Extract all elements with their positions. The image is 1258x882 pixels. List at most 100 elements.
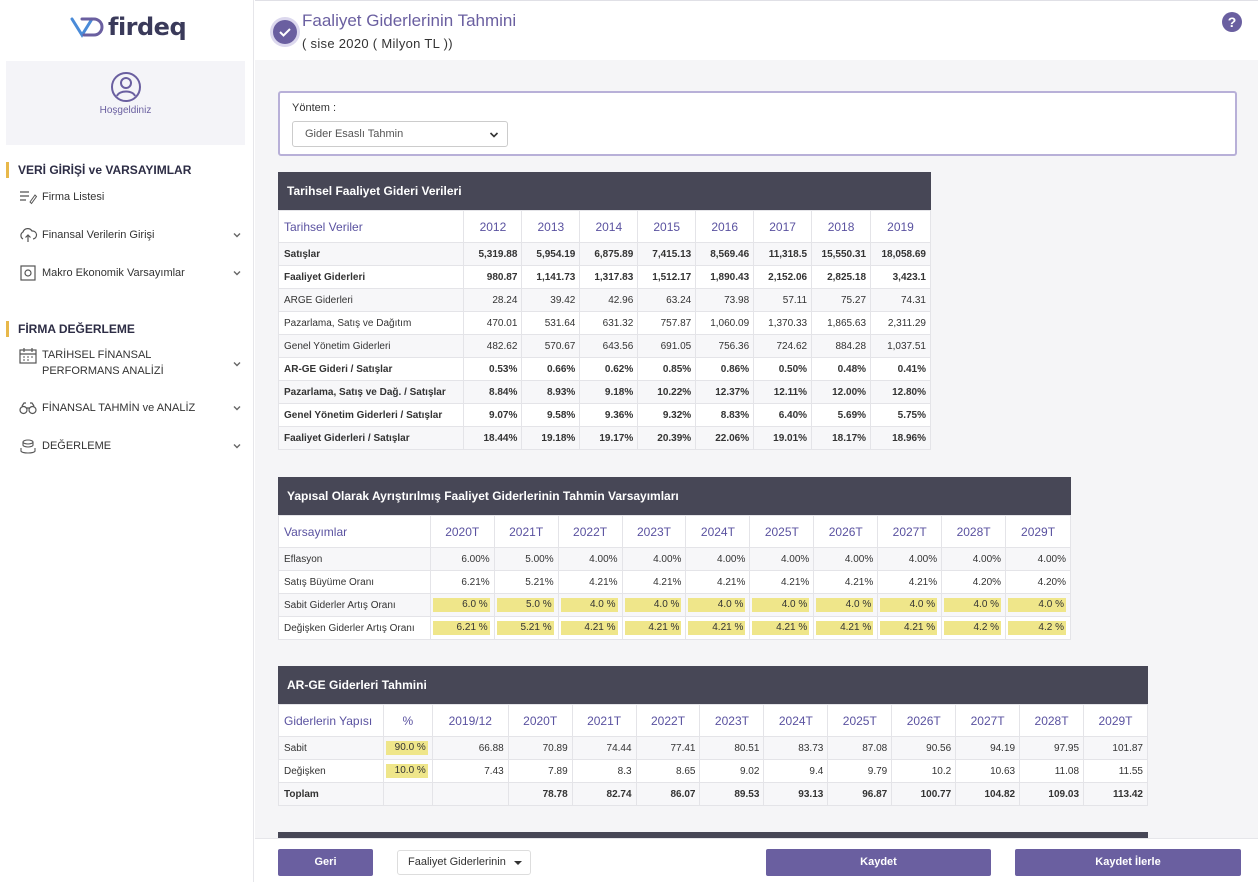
nav-label: TARİHSEL FİNANSAL: [42, 349, 152, 361]
column-header: 2022T: [635, 704, 701, 737]
editable-rate-input[interactable]: 4.21 %: [624, 621, 682, 635]
editable-rate-input[interactable]: 4.0 %: [752, 598, 810, 612]
row-label: Eflasyon: [278, 547, 431, 571]
editable-rate-input[interactable]: 5.0 %: [496, 598, 554, 612]
section-data-entry: VERİ GİRİŞİ ve VARSAYIMLAR: [6, 162, 191, 178]
table-cell: 0.62%: [579, 357, 639, 381]
nav-makro-varsayimlar[interactable]: Makro Ekonomik Varsayımlar: [18, 263, 248, 283]
table-cell: 1,890.43: [695, 265, 755, 289]
editable-rate-input[interactable]: 4.0 %: [816, 598, 874, 612]
table-header-row: Giderlerin Yapısı% 2019/12 2020T 2021T 2022T…: [278, 704, 1148, 737]
historical-table-title: Tarihsel Faaliyet Gideri Verileri: [278, 172, 931, 210]
table-cell: 1,037.51: [870, 334, 931, 358]
nav-finansal-veriler[interactable]: Finansal Verilerin Girişi: [18, 225, 248, 245]
table-cell: 5.69%: [811, 403, 872, 427]
column-header: 2023T: [699, 704, 765, 737]
column-header: Giderlerin Yapısı: [278, 704, 384, 737]
editable-rate-input[interactable]: 6.21 %: [432, 621, 490, 635]
chevron-down-icon[interactable]: [232, 268, 242, 278]
table-cell: 724.62: [753, 334, 813, 358]
chevron-down-icon[interactable]: [232, 230, 242, 240]
editable-rate-input[interactable]: 90.0 %: [385, 741, 428, 755]
table-cell: 9.4: [763, 759, 829, 783]
table-cell: 74.31: [870, 288, 931, 312]
editable-rate-input[interactable]: 4.21 %: [560, 621, 618, 635]
historical-table: Tarihsel Veriler 2012 2013 2014 2015 2016 2017…: [277, 210, 931, 450]
chevron-down-icon[interactable]: [232, 359, 242, 369]
table-cell: 63.24: [637, 288, 697, 312]
table-cell: 4.00%: [941, 547, 1007, 571]
table-cell: 73.98: [695, 288, 755, 312]
nav-tarihsel-performans[interactable]: TARİHSEL FİNANSAL PERFORMANS ANALİZİ: [18, 347, 248, 381]
help-icon[interactable]: ?: [1222, 12, 1242, 32]
column-header: 2024T: [763, 704, 829, 737]
table-cell: 39.42: [521, 288, 581, 312]
table-cell: 4.00%: [621, 547, 687, 571]
table-cell: 104.82: [955, 782, 1021, 806]
table-cell: 96.87: [827, 782, 893, 806]
table-cell: 4.00%: [1005, 547, 1071, 571]
user-avatar-icon[interactable]: [110, 71, 142, 103]
table-cell: 77.41: [635, 736, 701, 760]
editable-rate-input[interactable]: 4.2 %: [1008, 621, 1066, 635]
nav-label: DEĞERLEME: [42, 440, 112, 452]
editable-rate-input[interactable]: 4.0 %: [880, 598, 938, 612]
save-next-button[interactable]: Kaydet İlerle: [1015, 849, 1241, 876]
historical-table-card: Tarihsel Faaliyet Gideri Verileri Tarihs…: [277, 172, 931, 450]
editable-rate-input[interactable]: 4.2 %: [944, 621, 1002, 635]
table-cell: 11.55: [1083, 759, 1148, 783]
method-select[interactable]: Gider Esaslı Tahmin: [292, 121, 508, 147]
table-cell: 12.11%: [753, 380, 813, 404]
editable-rate-input[interactable]: 4.21 %: [688, 621, 746, 635]
chevron-down-icon[interactable]: [232, 441, 242, 451]
editable-rate-input[interactable]: 6.0 %: [432, 598, 490, 612]
table-header-row: Varsayımlar 2020T 2021T 2022T 2023T 2024T 2025…: [278, 515, 1071, 548]
table-cell: 18,058.69: [870, 242, 931, 266]
table-cell: 5.21%: [493, 570, 559, 594]
table-row: Sabit 90.0 % 66.88 70.89 74.44 77.41 80.51 83.7…: [278, 736, 1148, 760]
editable-rate-input[interactable]: 4.21 %: [816, 621, 874, 635]
cloud-upload-icon: [20, 228, 38, 242]
table-cell: 12.80%: [870, 380, 931, 404]
table-cell: 66.88: [431, 736, 509, 760]
nav-firma-listesi[interactable]: Firma Listesi: [18, 187, 248, 207]
nav-degerleme[interactable]: DEĞERLEME: [18, 436, 248, 456]
editable-rate-input[interactable]: 5.21 %: [496, 621, 554, 635]
table-cell: 19.18%: [521, 426, 581, 450]
section-dropdown[interactable]: Faaliyet Giderlerinin: [397, 850, 531, 875]
column-header: 2020T: [429, 515, 495, 548]
table-cell: 2,311.29: [870, 311, 931, 335]
table-cell: 4.2 %: [1005, 616, 1071, 640]
table-cell: 4.21 %: [621, 616, 687, 640]
editable-rate-input[interactable]: 4.0 %: [688, 598, 746, 612]
table-cell: [382, 782, 433, 806]
table-cell: 101.87: [1083, 736, 1148, 760]
table-row: Genel Yönetim Giderleri 482.62 570.67 643.5…: [277, 334, 931, 358]
editable-rate-input[interactable]: 4.0 %: [624, 598, 682, 612]
table-cell: 6.0 %: [429, 593, 495, 617]
table-cell: 75.27: [811, 288, 872, 312]
table-cell: 42.96: [579, 288, 639, 312]
table-cell: 11.08: [1019, 759, 1085, 783]
editable-rate-input[interactable]: 4.0 %: [560, 598, 618, 612]
table-cell: 113.42: [1083, 782, 1148, 806]
editable-rate-input[interactable]: 4.21 %: [752, 621, 810, 635]
method-selected-value: Gider Esaslı Tahmin: [305, 128, 404, 140]
brand-logo[interactable]: firdeq: [70, 12, 187, 42]
chevron-down-icon[interactable]: [232, 403, 242, 413]
nav-finansal-tahmin[interactable]: FİNANSAL TAHMİN ve ANALİZ: [18, 398, 248, 418]
table-cell: 3,423.1: [870, 265, 931, 289]
editable-rate-input[interactable]: 10.0 %: [385, 764, 428, 778]
row-label: Toplam: [278, 782, 384, 806]
table-cell: 4.21 %: [557, 616, 623, 640]
save-button[interactable]: Kaydet: [766, 849, 991, 876]
editable-rate-input[interactable]: 4.21 %: [880, 621, 938, 635]
table-cell: 6,875.89: [579, 242, 639, 266]
table-row: Sabit Giderler Artış Oranı 6.0 % 5.0 % 4.0 …: [278, 593, 1071, 617]
nav-label: FİNANSAL TAHMİN ve ANALİZ: [42, 402, 196, 414]
back-button[interactable]: Geri: [278, 849, 373, 876]
editable-rate-input[interactable]: 4.0 %: [1008, 598, 1066, 612]
table-cell: 470.01: [463, 311, 523, 335]
sidebar: firdeq Hoşgeldiniz VERİ GİRİŞİ ve VARSAY…: [0, 0, 254, 882]
editable-rate-input[interactable]: 4.0 %: [944, 598, 1002, 612]
